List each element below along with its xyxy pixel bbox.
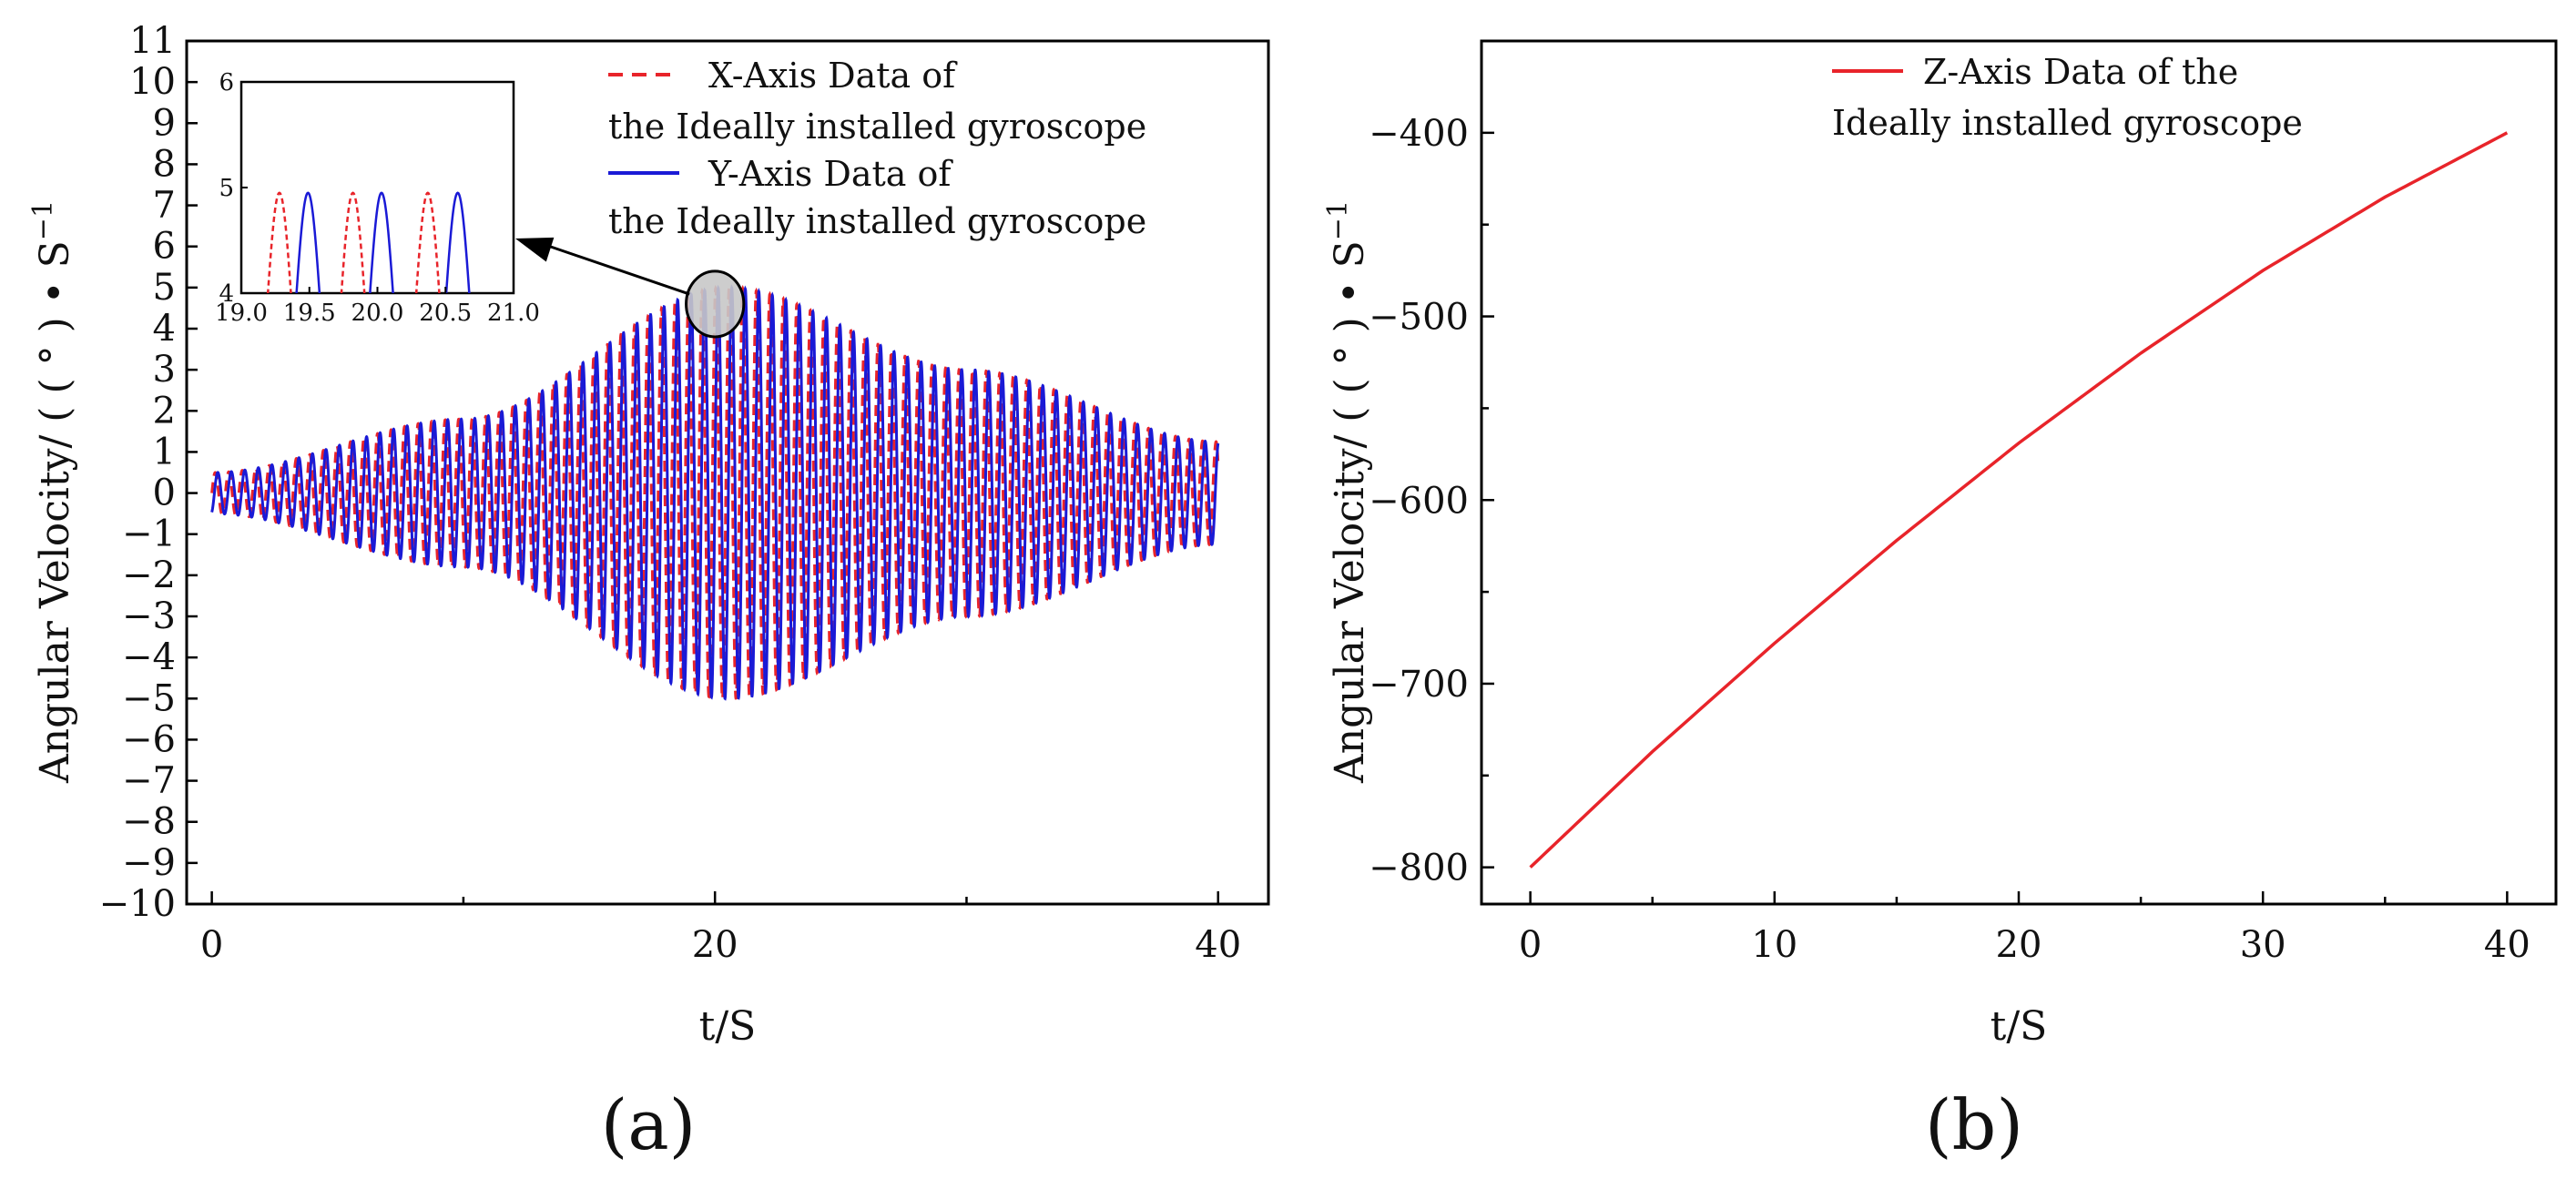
panel-b-x-tick-label: 0 bbox=[1519, 924, 1542, 966]
panel-a-y-tick-label: −3 bbox=[122, 595, 176, 637]
panel-a-y-tick-label: −1 bbox=[122, 513, 176, 555]
panel-a-series-x-line bbox=[210, 283, 1220, 700]
panel-a-zoom-region-ellipse bbox=[685, 269, 746, 339]
panel-a-y-tick-label: 6 bbox=[153, 226, 176, 268]
panel-b-y-tick-label: −800 bbox=[1369, 848, 1469, 889]
panel-a-legend: X-Axis Data of the Ideally installed gyr… bbox=[608, 56, 1146, 241]
panel-b-y-ticks: −800 −700 −600 −500 −400 bbox=[1369, 39, 1494, 889]
panel-a-y-tick-label: −5 bbox=[122, 677, 176, 719]
panel-a-axes-frame bbox=[185, 39, 1270, 906]
panel-b-y-tick-label: −400 bbox=[1369, 113, 1469, 155]
inset-background bbox=[239, 80, 515, 295]
panel-a-y-tick-label: 1 bbox=[153, 431, 176, 473]
panel-a-x-axis-title: t/S bbox=[699, 1003, 757, 1050]
inset-y-tick-label: 5 bbox=[219, 175, 234, 202]
inset-x-ticks: 19.0 19.5 20.0 20.5 21.0 bbox=[215, 287, 540, 327]
inset-x-tick-label: 20.5 bbox=[419, 300, 472, 327]
legend-y-label-line2: the Ideally installed gyroscope bbox=[608, 201, 1146, 241]
panel-a-inset: 4 5 6 19.0 19.5 20.0 20.5 21.0 bbox=[215, 69, 540, 327]
panel-a-y-tick-label: −6 bbox=[122, 718, 176, 760]
panel-a-y-tick-label: −8 bbox=[122, 801, 176, 843]
panel-a-y-tick-label: 9 bbox=[153, 102, 176, 144]
panel-b-y-tick-label: −600 bbox=[1369, 480, 1469, 522]
panel-a-y-axis-title: Angular Velocity/ ( ( ° ) • S−1 bbox=[27, 200, 78, 784]
panel-a-zoom-arrow bbox=[542, 242, 690, 296]
panel-b-plot-area bbox=[1529, 131, 2509, 869]
legend-x-label-line2: the Ideally installed gyroscope bbox=[608, 107, 1146, 147]
panel-a-y-tick-label: −2 bbox=[122, 554, 176, 596]
panel-a-x-tick-label: 0 bbox=[200, 924, 223, 966]
inset-x-tick-label: 21.0 bbox=[487, 300, 540, 327]
inset-x-peak-line bbox=[266, 191, 292, 293]
legend-z-label-line2: Ideally installed gyroscope bbox=[1832, 103, 2303, 143]
panel-a-x-tick-label: 20 bbox=[692, 924, 738, 966]
inset-x-tick-label: 19.0 bbox=[215, 300, 268, 327]
inset-plot-area bbox=[266, 191, 471, 293]
panel-a-series-y-line bbox=[210, 284, 1220, 701]
inset-y-peak-line bbox=[444, 191, 471, 293]
panel-b-y-tick-label: −500 bbox=[1369, 297, 1469, 339]
inset-y-peak-line bbox=[295, 191, 321, 293]
panel-b-legend: Z-Axis Data of the Ideally installed gyr… bbox=[1832, 52, 2303, 143]
inset-y-peak-line bbox=[369, 191, 394, 293]
panel-a-zoom-arrowhead-icon bbox=[515, 237, 555, 262]
panel-a-y-tick-label: 7 bbox=[153, 185, 176, 227]
panel-a-y-tick-label: 8 bbox=[153, 143, 176, 185]
legend-x-label-line1: X-Axis Data of bbox=[708, 56, 958, 96]
inset-y-ticks: 4 5 6 bbox=[219, 69, 248, 308]
panel-b-x-tick-label: 30 bbox=[2240, 924, 2286, 966]
panel-b: −800 −700 −600 −500 −400 0 10 20 30 40 Z-Axis Da… bbox=[1322, 39, 2558, 1165]
panel-a-y-tick-label: −7 bbox=[122, 760, 176, 802]
panel-a-y-tick-label: 2 bbox=[153, 390, 176, 432]
panel-b-x-ticks: 0 10 20 30 40 bbox=[1519, 891, 2530, 966]
panel-a-y-tick-label: 10 bbox=[129, 61, 176, 103]
legend-y-label-line1: Y-Axis Data of bbox=[708, 154, 953, 194]
panel-b-label: (b) bbox=[1925, 1084, 2023, 1165]
panel-a-y-tick-label: −10 bbox=[99, 883, 176, 925]
panel-b-axes-frame bbox=[1480, 39, 2558, 906]
panel-b-y-tick-label: −700 bbox=[1369, 664, 1469, 706]
panel-a-x-ticks: 0 20 40 bbox=[200, 891, 1241, 966]
panel-b-x-axis-title: t/S bbox=[1991, 1003, 2048, 1050]
panel-a-y-tick-label: −4 bbox=[122, 636, 176, 678]
panel-b-x-tick-label: 10 bbox=[1751, 924, 1797, 966]
inset-x-tick-label: 20.0 bbox=[351, 300, 404, 327]
panel-a-x-tick-label: 40 bbox=[1195, 924, 1241, 966]
inset-y-tick-label: 6 bbox=[219, 69, 234, 97]
inset-x-peak-line bbox=[414, 191, 441, 293]
inset-x-peak-line bbox=[340, 191, 366, 293]
panel-b-series-z-line bbox=[1529, 131, 2509, 869]
panel-a-label: (a) bbox=[601, 1084, 697, 1165]
panel-b-y-axis-title: Angular Velocity/ ( ( ° ) • S−1 bbox=[1322, 200, 1373, 784]
panel-a-y-tick-label: 4 bbox=[153, 308, 176, 350]
panel-a-plot-area bbox=[210, 283, 1220, 701]
panel-a-y-tick-label: 3 bbox=[153, 349, 176, 391]
panel-b-x-tick-label: 40 bbox=[2484, 924, 2530, 966]
inset-x-tick-label: 19.5 bbox=[283, 300, 336, 327]
inset-y-tick-label: 4 bbox=[219, 280, 234, 308]
panel-a-y-tick-label: 0 bbox=[153, 473, 176, 514]
panel-a-y-tick-label: −9 bbox=[122, 842, 176, 884]
legend-z-label-line1: Z-Axis Data of the bbox=[1923, 52, 2238, 92]
panel-a-y-tick-label: 11 bbox=[129, 20, 176, 62]
panel-a-y-tick-label: 5 bbox=[153, 267, 176, 309]
panel-b-x-tick-label: 20 bbox=[1996, 924, 2042, 966]
